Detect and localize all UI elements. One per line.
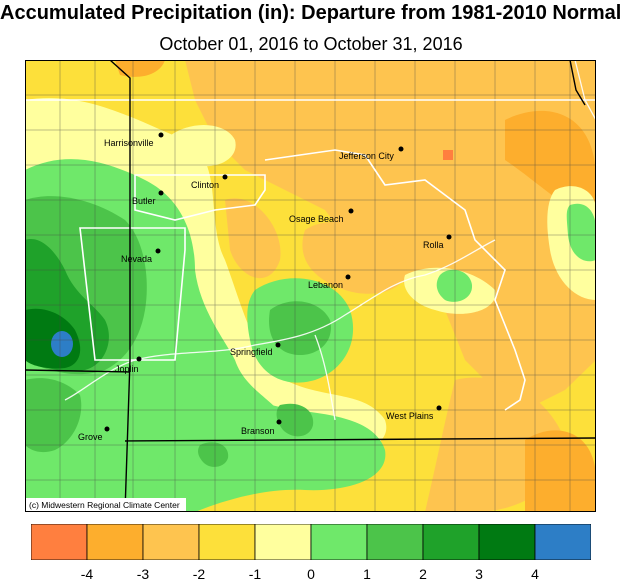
city-label: Joplin xyxy=(115,364,139,374)
credit-box xyxy=(26,498,186,511)
city-dot xyxy=(155,248,161,254)
city-dot xyxy=(348,208,354,214)
city-dot xyxy=(275,342,281,348)
anomaly-region-green xyxy=(25,378,82,453)
city-dot xyxy=(345,274,351,280)
anomaly-region-orange xyxy=(225,198,281,279)
legend-swatch xyxy=(31,524,88,560)
legend-tick-label: -3 xyxy=(136,566,150,582)
city-markers: Harrisonville Clinton Butler Jefferson C… xyxy=(78,132,452,442)
state-boundaries xyxy=(25,60,596,512)
city-label: Butler xyxy=(132,196,156,206)
legend-swatch xyxy=(422,524,480,560)
city-label: Lebanon xyxy=(308,280,343,290)
anomaly-region-dark-orange xyxy=(525,430,596,512)
city-dot xyxy=(276,419,282,425)
legend-tick-label: 3 xyxy=(475,566,483,582)
precipitation-map: Harrisonville Clinton Butler Jefferson C… xyxy=(25,60,596,512)
legend-swatch xyxy=(310,524,368,560)
anomaly-region-light-green xyxy=(566,203,596,262)
city-dot xyxy=(158,132,164,138)
city-dot xyxy=(436,405,442,411)
legend-swatch xyxy=(478,524,536,560)
city-label: Clinton xyxy=(191,180,219,190)
city-label: West Plains xyxy=(386,411,434,421)
legend-tick-label: -2 xyxy=(192,566,206,582)
anomaly-region-dark-orange xyxy=(115,60,165,77)
anomaly-region-green xyxy=(269,301,331,355)
city-label: Harrisonville xyxy=(104,138,154,148)
city-label: Springfield xyxy=(230,347,273,357)
city-dot xyxy=(398,146,404,152)
city-dot xyxy=(136,356,142,362)
county-boundaries xyxy=(25,60,596,512)
anomaly-region-light-yellow xyxy=(165,125,236,167)
legend-tick-label: 2 xyxy=(419,566,427,582)
credit-text: (c) Midwestern Regional Climate Center xyxy=(29,500,180,510)
legend-swatch xyxy=(534,524,591,560)
anomaly-region-blue xyxy=(51,331,73,357)
city-dot xyxy=(446,234,452,240)
legend-swatch xyxy=(86,524,144,560)
city-label: Grove xyxy=(78,432,103,442)
legend-tick-label: -4 xyxy=(80,566,94,582)
city-label: Branson xyxy=(241,426,275,436)
legend-tick-label: -1 xyxy=(248,566,262,582)
color-legend xyxy=(31,524,591,560)
city-dot xyxy=(222,174,228,180)
anomaly-region-light-green xyxy=(436,269,473,302)
city-dot xyxy=(158,190,164,196)
city-label: Nevada xyxy=(121,254,152,264)
legend-swatch xyxy=(142,524,200,560)
city-dot xyxy=(104,426,110,432)
map-frame xyxy=(25,60,596,512)
city-label: Rolla xyxy=(423,240,444,250)
legend-swatch xyxy=(366,524,424,560)
anomaly-region-darkest-orange xyxy=(443,150,453,160)
anomaly-region-green xyxy=(198,442,229,467)
city-label: Osage Beach xyxy=(289,214,344,224)
city-label: Jefferson City xyxy=(339,151,394,161)
interstate-highways xyxy=(64,60,596,421)
legend-swatch xyxy=(254,524,312,560)
anomaly-region-orange xyxy=(302,221,407,294)
legend-tick-label: 1 xyxy=(363,566,371,582)
legend-tick-label: 4 xyxy=(531,566,539,582)
legend-tick-label: 0 xyxy=(307,566,315,582)
map-title: Accumulated Precipitation (in): Departur… xyxy=(0,2,622,24)
legend-swatch xyxy=(198,524,256,560)
date-range: October 01, 2016 to October 31, 2016 xyxy=(159,34,463,54)
anomaly-region-light-green xyxy=(155,396,386,512)
region-boundaries xyxy=(25,99,596,411)
